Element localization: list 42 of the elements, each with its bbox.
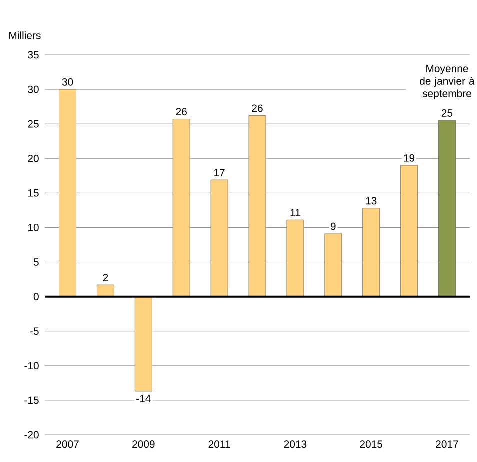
data-label: 17 <box>214 169 225 176</box>
data-label: 25 <box>442 110 453 117</box>
y-tick-label: -15 <box>24 396 39 404</box>
y-tick-label: 15 <box>28 190 39 197</box>
y-tick-label: -5 <box>30 328 39 336</box>
x-tick-label: 2009 <box>132 440 155 448</box>
data-label: 13 <box>366 197 377 205</box>
bar <box>172 119 190 298</box>
y-tick-label: 30 <box>28 86 39 94</box>
y-tick-label: 35 <box>28 51 39 59</box>
data-label: 19 <box>404 154 415 162</box>
y-tick-label: -10 <box>24 362 39 370</box>
y-tick-label: 0 <box>34 293 39 301</box>
bar <box>97 284 114 298</box>
x-tick-label: 2007 <box>56 440 79 448</box>
x-tick-label: 2017 <box>436 440 458 448</box>
bar <box>286 220 304 298</box>
y-axis-title: Milliers <box>10 32 41 40</box>
bar <box>134 296 152 392</box>
bar <box>362 208 380 298</box>
y-tick-label: 20 <box>28 154 39 162</box>
annotation: Moyenne de janvier à septembre <box>420 65 475 100</box>
bar <box>438 120 456 298</box>
y-tick-label: -20 <box>24 431 39 439</box>
x-tick-label: 2015 <box>360 440 383 448</box>
data-label: 2 <box>103 274 108 282</box>
y-tick-label: 10 <box>28 224 39 232</box>
data-label: 30 <box>62 78 74 86</box>
data-label: 9 <box>330 222 336 230</box>
data-label: 26 <box>176 108 187 116</box>
x-tick-label: 2011 <box>208 440 230 448</box>
bar <box>400 165 418 298</box>
y-tick-label: 25 <box>28 120 39 128</box>
y-tick-label: 5 <box>34 258 39 266</box>
x-tick-label: 2013 <box>284 440 307 448</box>
data-label: -14 <box>136 395 151 402</box>
bar <box>324 234 342 298</box>
data-label: 11 <box>290 209 300 216</box>
data-label: 26 <box>252 104 263 112</box>
bar <box>210 180 228 298</box>
bar <box>248 116 266 298</box>
bar <box>59 89 76 298</box>
